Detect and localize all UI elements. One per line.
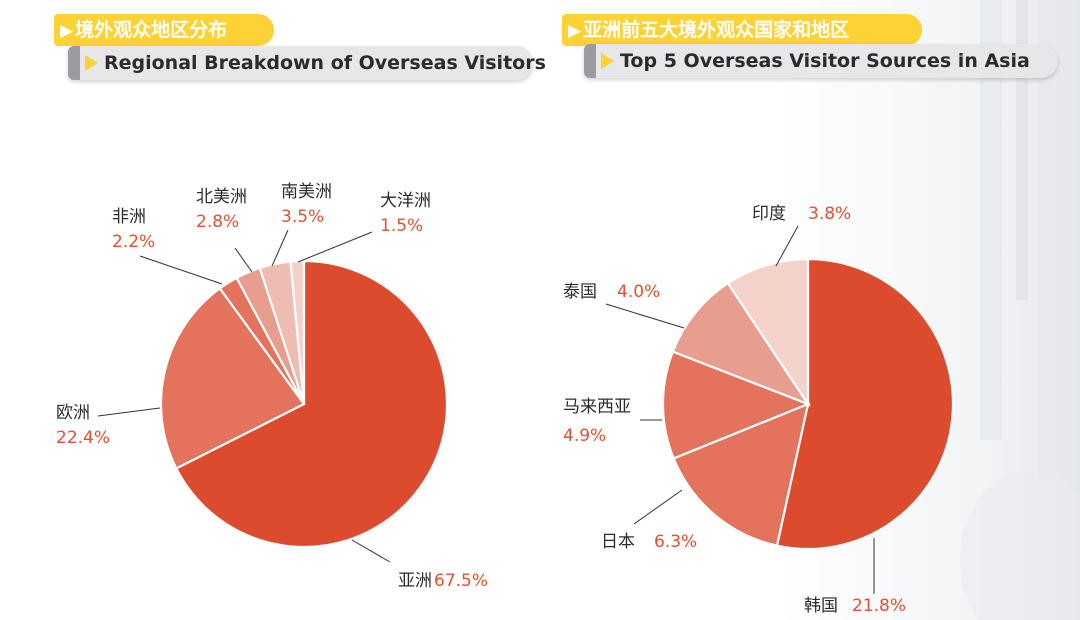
slice-label: 泰国	[563, 282, 597, 302]
play-icon: ▶	[60, 21, 74, 41]
leader-line	[351, 539, 391, 563]
right-title-en: Top 5 Overseas Visitor Sources in Asia	[620, 50, 1030, 72]
leader-line	[271, 229, 289, 267]
left-title-en-tab: Regional Breakdown of Overseas Visitors	[68, 46, 546, 80]
pie-slice-asia-3	[671, 281, 811, 407]
slice-label: 韩国	[804, 596, 838, 616]
slice-label: 大洋洲	[380, 191, 431, 211]
triangle-icon	[85, 55, 98, 71]
tab-cap	[68, 46, 80, 80]
pie-slice-region-0	[174, 259, 449, 549]
slice-label: 南美洲	[281, 182, 332, 202]
pie-slice-region-1	[159, 286, 306, 470]
slice-label: 北美洲	[196, 187, 247, 207]
slice-label: 非洲	[112, 207, 146, 227]
slice-label: 印度	[752, 204, 786, 224]
slice-value: 22.4%	[56, 428, 110, 448]
left-title-en: Regional Breakdown of Overseas Visitors	[104, 52, 546, 74]
leader-line	[234, 247, 253, 273]
slice-value: 21.8%	[852, 596, 906, 616]
slice-value: 4.0%	[617, 282, 660, 302]
pie-slice-asia-1	[672, 402, 810, 547]
play-icon: ▶	[568, 21, 582, 41]
right-title-cn: 亚洲前五大境外观众国家和地区	[583, 19, 850, 41]
slice-value: 3.5%	[281, 207, 324, 227]
leader-line	[97, 407, 161, 417]
leader-line	[139, 255, 223, 285]
slice-value: 4.9%	[563, 426, 606, 446]
leader-line	[605, 303, 685, 329]
right-title-cn-tab: ▶ 亚洲前五大境外观众国家和地区	[562, 14, 922, 46]
slice-value: 3.8%	[808, 204, 851, 224]
pie-slice-asia-2	[661, 350, 811, 460]
pie-slice-asia-4	[726, 257, 810, 408]
triangle-icon	[601, 53, 614, 69]
slice-value: 1.5%	[380, 216, 423, 236]
slice-label: 欧洲	[56, 403, 90, 423]
leader-line	[775, 225, 799, 267]
slice-value: 67.5%	[434, 571, 488, 591]
left-title-cn: 境外观众地区分布	[75, 19, 228, 41]
pie-slice-asia-0	[775, 257, 955, 551]
tab-cap	[584, 44, 596, 78]
left-title-cn-tab: ▶ 境外观众地区分布	[54, 14, 274, 46]
slice-value: 6.3%	[654, 532, 697, 552]
slice-value: 2.2%	[112, 232, 155, 252]
leader-line	[633, 489, 683, 525]
right-title-en-tab: Top 5 Overseas Visitor Sources in Asia	[584, 44, 1058, 78]
slice-label: 亚洲	[398, 571, 432, 591]
leader-line	[297, 231, 373, 263]
slice-value: 2.8%	[196, 212, 239, 232]
slice-label: 日本	[601, 532, 635, 552]
slice-label: 马来西亚	[563, 397, 631, 417]
pie-slice-region-5	[289, 259, 306, 405]
